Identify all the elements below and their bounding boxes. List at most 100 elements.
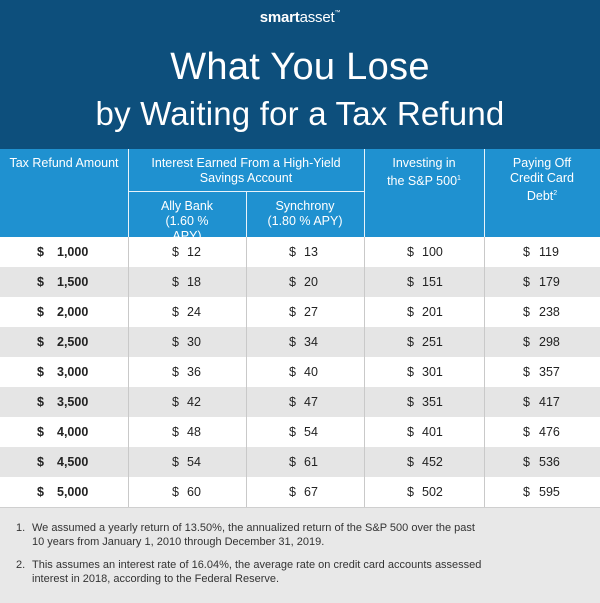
currency-symbol: $ (407, 305, 414, 319)
cell-amount: 3,000 (57, 365, 89, 379)
table-row: $2,000 $24 $27 $201 $238 (0, 297, 600, 327)
cell-debt: 179 (539, 275, 560, 289)
cell-debt: 238 (539, 305, 560, 319)
table-row: $4,000 $48 $54 $401 $476 (0, 417, 600, 447)
currency-symbol: $ (37, 335, 44, 349)
cell-ally: 54 (187, 455, 201, 469)
cell-sp500: 401 (422, 425, 443, 439)
footnote-text: This assumes an interest rate of 16.04%,… (32, 558, 582, 586)
currency-symbol: $ (523, 455, 530, 469)
currency-symbol: $ (172, 485, 179, 499)
column-divider (128, 477, 129, 507)
column-divider (364, 267, 365, 297)
currency-symbol: $ (407, 335, 414, 349)
currency-symbol: $ (523, 305, 530, 319)
header-synchrony: Synchrony (1.80 % APY) (267, 199, 343, 228)
column-divider (364, 387, 365, 417)
divider (484, 149, 485, 237)
column-divider (484, 237, 485, 267)
column-divider (246, 447, 247, 477)
cell-synchrony: 13 (304, 245, 318, 259)
cell-synchrony: 61 (304, 455, 318, 469)
cell-ally: 48 (187, 425, 201, 439)
currency-symbol: $ (523, 395, 530, 409)
cell-amount: 2,000 (57, 305, 89, 319)
column-divider (246, 237, 247, 267)
currency-symbol: $ (172, 335, 179, 349)
column-divider (364, 357, 365, 387)
cell-amount: 4,500 (57, 455, 89, 469)
column-divider (128, 357, 129, 387)
header-credit-card-debt: Paying Off Credit Card Debt2 (484, 156, 600, 204)
footnote-number: 2. (16, 559, 26, 571)
cell-sp500: 201 (422, 305, 443, 319)
table-row: $2,500 $30 $34 $251 $298 (0, 327, 600, 357)
currency-symbol: $ (37, 275, 44, 289)
column-divider (246, 297, 247, 327)
footnote-number: 1. (16, 522, 26, 534)
cell-synchrony: 47 (304, 395, 318, 409)
header-sp500: Investing in the S&P 5001 (364, 156, 484, 189)
currency-symbol: $ (172, 365, 179, 379)
cell-sp500: 251 (422, 335, 443, 349)
footnote-line: We assumed a yearly return of 13.50%, th… (32, 522, 475, 534)
table-row: $1,000 $12 $13 $100 $119 (0, 237, 600, 267)
page-title-line1: What You Lose (170, 46, 430, 88)
column-divider (484, 357, 485, 387)
header-tax-refund-amount: Tax Refund Amount (9, 156, 119, 170)
cell-amount: 3,500 (57, 395, 89, 409)
footnote-ref-2: 2 (553, 190, 558, 197)
header-debt-label: Paying Off Credit Card Debt (510, 156, 574, 204)
page-title-line2: by Waiting for a Tax Refund (95, 95, 505, 132)
cell-synchrony: 27 (304, 305, 318, 319)
cell-ally: 18 (187, 275, 201, 289)
currency-symbol: $ (172, 395, 179, 409)
currency-symbol: $ (407, 275, 414, 289)
column-divider (246, 267, 247, 297)
currency-symbol: $ (172, 305, 179, 319)
footnote-line: interest in 2018, according to the Feder… (32, 573, 280, 585)
cell-ally: 12 (187, 245, 201, 259)
column-divider (246, 327, 247, 357)
currency-symbol: $ (37, 365, 44, 379)
header-sp500-label: Investing in the S&P 500 (387, 156, 458, 189)
cell-ally: 30 (187, 335, 201, 349)
currency-symbol: $ (289, 305, 296, 319)
cell-synchrony: 54 (304, 425, 318, 439)
column-divider (128, 327, 129, 357)
footnote-ref-1: 1 (457, 175, 461, 182)
smartasset-logo: smartasset™ (0, 9, 600, 26)
cell-synchrony: 67 (304, 485, 318, 499)
cell-debt: 476 (539, 425, 560, 439)
currency-symbol: $ (172, 245, 179, 259)
column-divider (364, 297, 365, 327)
column-divider (246, 387, 247, 417)
logo-trademark: ™ (334, 10, 341, 16)
column-divider (128, 237, 129, 267)
footnote-line: 10 years from January 1, 2010 through De… (32, 536, 325, 548)
cell-amount: 1,000 (57, 245, 89, 259)
table-row: $3,500 $42 $47 $351 $417 (0, 387, 600, 417)
column-divider (128, 387, 129, 417)
currency-symbol: $ (523, 335, 530, 349)
cell-ally: 36 (187, 365, 201, 379)
currency-symbol: $ (407, 395, 414, 409)
column-divider (364, 327, 365, 357)
divider (128, 191, 364, 192)
cell-debt: 119 (539, 245, 559, 259)
cell-amount: 5,000 (57, 485, 89, 499)
cell-sp500: 452 (422, 455, 443, 469)
currency-symbol: $ (289, 485, 296, 499)
currency-symbol: $ (523, 365, 530, 379)
currency-symbol: $ (172, 275, 179, 289)
footnote-line: This assumes an interest rate of 16.04%,… (32, 559, 482, 571)
column-divider (484, 477, 485, 507)
currency-symbol: $ (523, 425, 530, 439)
footnotes: 1. We assumed a yearly return of 13.50%,… (0, 507, 600, 603)
currency-symbol: $ (523, 485, 530, 499)
cell-sp500: 151 (422, 275, 443, 289)
cell-synchrony: 20 (304, 275, 318, 289)
column-divider (246, 357, 247, 387)
cell-sp500: 100 (422, 245, 443, 259)
header-interest-group: Interest Earned From a High-Yield Saving… (151, 156, 341, 185)
